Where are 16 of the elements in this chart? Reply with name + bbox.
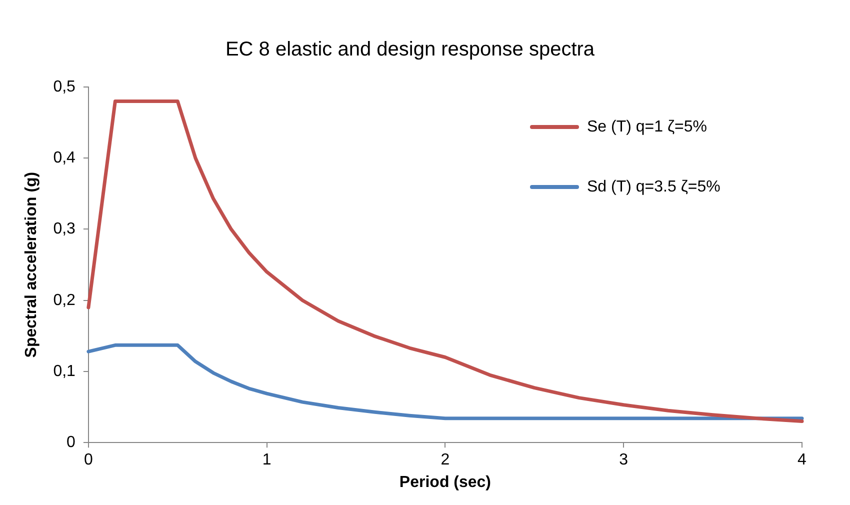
y-tick-label: 0,4 (53, 150, 76, 167)
y-tick-label: 0,1 (53, 362, 76, 380)
legend-label: Sd (T) q=3.5 ζ=5% (587, 178, 720, 196)
y-axis-title: Spectral acceleration (g) (23, 172, 40, 358)
legend-label: Se (T) q=1 ζ=5% (587, 118, 707, 136)
x-tick-label: 2 (440, 452, 450, 469)
x-tick-label: 4 (798, 452, 807, 469)
x-tick-label: 0 (84, 452, 93, 469)
y-tick-label: 0,3 (53, 220, 76, 238)
x-tick-label: 3 (619, 452, 628, 469)
chart-title: EC 8 elastic and design response spectra (225, 38, 596, 61)
y-tick-label: 0,5 (53, 78, 76, 96)
x-tick-label: 1 (262, 452, 272, 469)
x-axis-title: Period (sec) (399, 474, 492, 491)
y-tick-label: 0 (66, 434, 76, 452)
y-tick-label: 0,2 (53, 292, 76, 309)
